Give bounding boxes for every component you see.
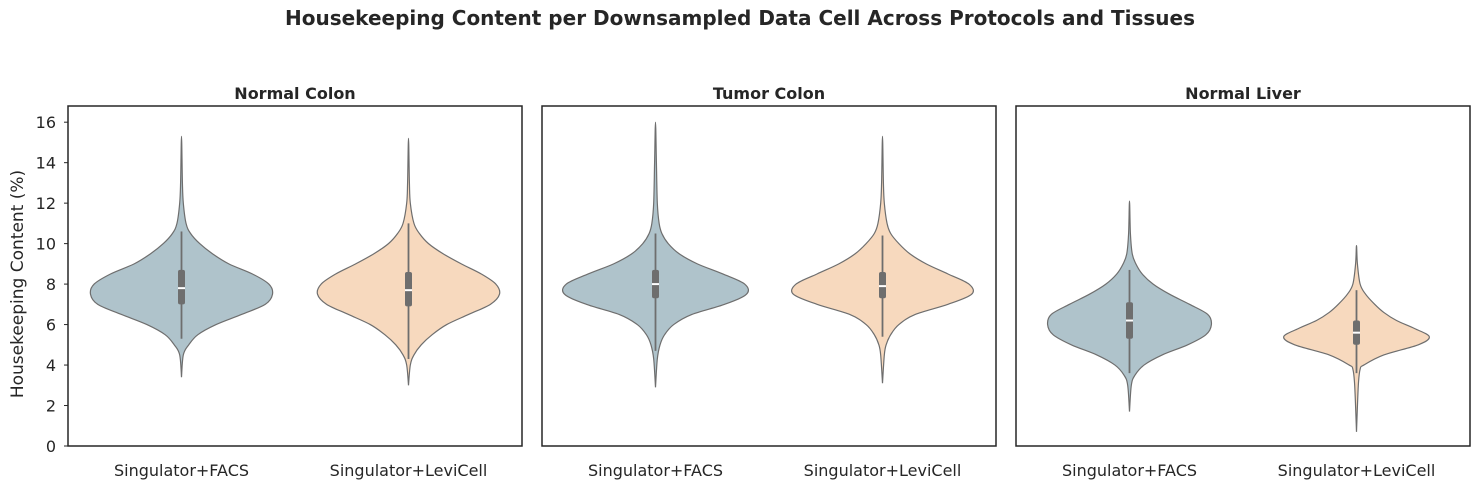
x-tick-label: Singulator+LeviCell: [804, 461, 962, 480]
y-tick-label: 14: [36, 154, 56, 173]
iqr-box: [405, 271, 412, 307]
violin-singulator-facs: [561, 121, 750, 388]
y-tick-label: 10: [36, 235, 56, 254]
violin-singulator-levicell: [1283, 245, 1430, 432]
y-tick-label: 2: [46, 397, 56, 416]
y-axis-label: Housekeeping Content (%): [8, 170, 28, 398]
y-tick-label: 12: [36, 194, 56, 213]
x-tick-label: Singulator+FACS: [1062, 461, 1197, 480]
panel-normal-liver: Normal Liver Singulator+FACS Singulator+Le…: [1015, 84, 1471, 480]
x-tick-label: Singulator+LeviCell: [330, 461, 488, 480]
y-tick-label: 8: [46, 275, 56, 294]
x-tick-label: Singulator+FACS: [114, 461, 249, 480]
iqr-box: [879, 271, 886, 299]
chart-title: Housekeeping Content per Downsampled Dat…: [285, 6, 1195, 30]
iqr-box: [178, 269, 185, 305]
x-tick-label: Singulator+LeviCell: [1278, 461, 1436, 480]
panel-frame: [1015, 105, 1471, 447]
panel-title: Tumor Colon: [713, 84, 825, 103]
panel-title: Normal Colon: [234, 84, 355, 103]
violin-singulator-levicell: [316, 137, 501, 386]
y-tick-label: 4: [46, 356, 56, 375]
panel-title: Normal Liver: [1185, 84, 1301, 103]
violin-singulator-levicell: [791, 135, 974, 384]
x-tick-label: Singulator+FACS: [588, 461, 723, 480]
y-tick-label: 16: [36, 113, 56, 132]
panel-tumor-colon: Tumor Colon Singulator+FACS Singulator+Lev…: [541, 84, 997, 480]
panel-frame: [541, 105, 997, 447]
violin-singulator-facs: [89, 135, 274, 378]
y-tick-label: 0: [46, 437, 56, 456]
panel-frame: [67, 105, 523, 447]
y-tick-label: 6: [46, 316, 56, 335]
panel-normal-colon: Normal Colon Singulator+FACS Singulator+Le…: [36, 84, 523, 480]
violin-singulator-facs: [1046, 200, 1213, 412]
